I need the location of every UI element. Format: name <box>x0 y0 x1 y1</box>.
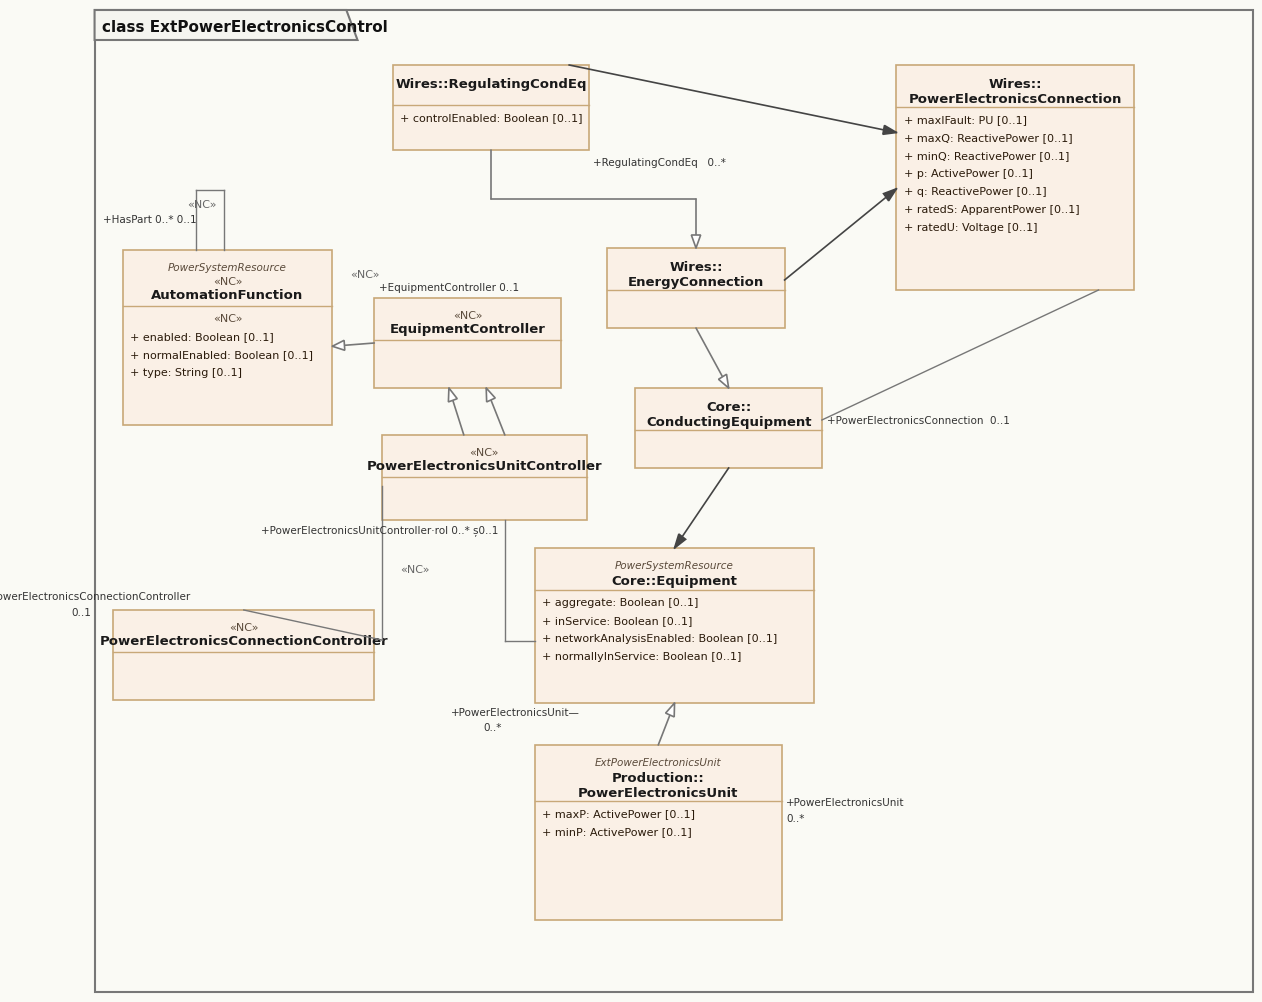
Text: «NC»: «NC» <box>228 623 259 633</box>
Text: AutomationFunction: AutomationFunction <box>151 289 304 302</box>
Text: +EquipmentController 0..1: +EquipmentController 0..1 <box>379 283 519 293</box>
Text: + maxIFault: PU [0..1]: + maxIFault: PU [0..1] <box>904 115 1027 125</box>
Text: + q: ReactivePower [0..1]: + q: ReactivePower [0..1] <box>904 187 1046 197</box>
Text: + p: ActivePower [0..1]: + p: ActivePower [0..1] <box>904 169 1032 179</box>
Text: + inService: Boolean [0..1]: + inService: Boolean [0..1] <box>543 616 693 626</box>
Text: +PowerElectronicsUnitController·rol 0..* ș0..1: +PowerElectronicsUnitController·rol 0..*… <box>260 525 498 536</box>
Polygon shape <box>665 703 675 716</box>
Text: + maxP: ActivePower [0..1]: + maxP: ActivePower [0..1] <box>543 809 695 819</box>
Bar <box>375 298 560 388</box>
Polygon shape <box>883 188 896 200</box>
Text: EquipmentController: EquipmentController <box>390 323 545 336</box>
Polygon shape <box>675 534 685 548</box>
Text: PowerSystemResource: PowerSystemResource <box>615 561 734 571</box>
Bar <box>114 610 375 700</box>
Text: PowerElectronicsConnectionController: PowerElectronicsConnectionController <box>100 635 389 648</box>
Text: Core::Equipment: Core::Equipment <box>612 575 737 588</box>
Text: Wires::RegulatingCondEq: Wires::RegulatingCondEq <box>395 78 587 91</box>
Text: +PowerElectronicsUnit—: +PowerElectronicsUnit— <box>451 708 579 718</box>
Text: 0..*: 0..* <box>786 814 805 824</box>
Text: + ratedU: Voltage [0..1]: + ratedU: Voltage [0..1] <box>904 223 1037 233</box>
Text: Wires::: Wires:: <box>669 261 723 274</box>
Text: «NC»: «NC» <box>351 270 380 280</box>
Text: + minP: ActivePower [0..1]: + minP: ActivePower [0..1] <box>543 827 692 837</box>
Text: + normallyInService: Boolean [0..1]: + normallyInService: Boolean [0..1] <box>543 652 742 662</box>
Text: «NC»: «NC» <box>187 200 216 210</box>
Bar <box>635 388 822 468</box>
Text: +PowerElectronicsUnit: +PowerElectronicsUnit <box>786 798 905 808</box>
Text: «NC»: «NC» <box>453 311 482 321</box>
Text: Core::: Core:: <box>705 401 751 414</box>
Text: + aggregate: Boolean [0..1]: + aggregate: Boolean [0..1] <box>543 598 699 608</box>
Bar <box>122 250 332 425</box>
Text: Production::: Production:: <box>612 772 704 785</box>
Bar <box>392 65 589 150</box>
Text: «NC»: «NC» <box>213 314 242 324</box>
Text: +PowerElectronicsConnection  0..1: +PowerElectronicsConnection 0..1 <box>827 416 1010 426</box>
Text: 0..*: 0..* <box>483 723 502 733</box>
Text: + enabled: Boolean [0..1]: + enabled: Boolean [0..1] <box>130 332 274 342</box>
Polygon shape <box>448 388 457 402</box>
Bar <box>896 65 1135 290</box>
Text: 0..1: 0..1 <box>71 608 91 618</box>
Text: PowerSystemResource: PowerSystemResource <box>168 263 286 273</box>
Text: ConductingEquipment: ConductingEquipment <box>646 416 811 429</box>
Bar <box>382 435 587 520</box>
Polygon shape <box>883 125 896 134</box>
Text: + maxQ: ReactivePower [0..1]: + maxQ: ReactivePower [0..1] <box>904 133 1073 143</box>
Text: EnergyConnection: EnergyConnection <box>628 276 764 289</box>
Text: Wires::: Wires:: <box>988 78 1042 91</box>
Polygon shape <box>332 341 345 351</box>
Text: «NC»: «NC» <box>400 565 430 575</box>
Text: PowerElectronicsConnection: PowerElectronicsConnection <box>909 93 1122 106</box>
Text: + controlEnabled: Boolean [0..1]: + controlEnabled: Boolean [0..1] <box>400 113 583 123</box>
Text: +PowerElectronicsConnectionController: +PowerElectronicsConnectionController <box>0 592 191 602</box>
Polygon shape <box>486 388 495 402</box>
Polygon shape <box>718 375 728 388</box>
Text: +RegulatingCondEq   0..*: +RegulatingCondEq 0..* <box>593 158 727 168</box>
Polygon shape <box>692 235 700 248</box>
Text: + minQ: ReactivePower [0..1]: + minQ: ReactivePower [0..1] <box>904 151 1069 161</box>
Text: PowerElectronicsUnitController: PowerElectronicsUnitController <box>366 460 602 473</box>
Bar <box>607 248 785 328</box>
Text: + networkAnalysisEnabled: Boolean [0..1]: + networkAnalysisEnabled: Boolean [0..1] <box>543 634 777 644</box>
Text: «NC»: «NC» <box>213 277 242 287</box>
Text: class ExtPowerElectronicsControl: class ExtPowerElectronicsControl <box>102 19 387 34</box>
Polygon shape <box>95 10 357 40</box>
Bar <box>535 548 814 703</box>
Text: + type: String [0..1]: + type: String [0..1] <box>130 368 242 378</box>
Text: «NC»: «NC» <box>469 448 498 458</box>
Text: + ratedS: ApparentPower [0..1]: + ratedS: ApparentPower [0..1] <box>904 205 1079 215</box>
Text: ExtPowerElectronicsUnit: ExtPowerElectronicsUnit <box>594 758 722 768</box>
Text: +HasPart 0..* 0..1: +HasPart 0..* 0..1 <box>102 215 197 225</box>
Bar <box>535 745 781 920</box>
Text: + normalEnabled: Boolean [0..1]: + normalEnabled: Boolean [0..1] <box>130 350 313 360</box>
Text: PowerElectronicsUnit: PowerElectronicsUnit <box>578 787 738 800</box>
